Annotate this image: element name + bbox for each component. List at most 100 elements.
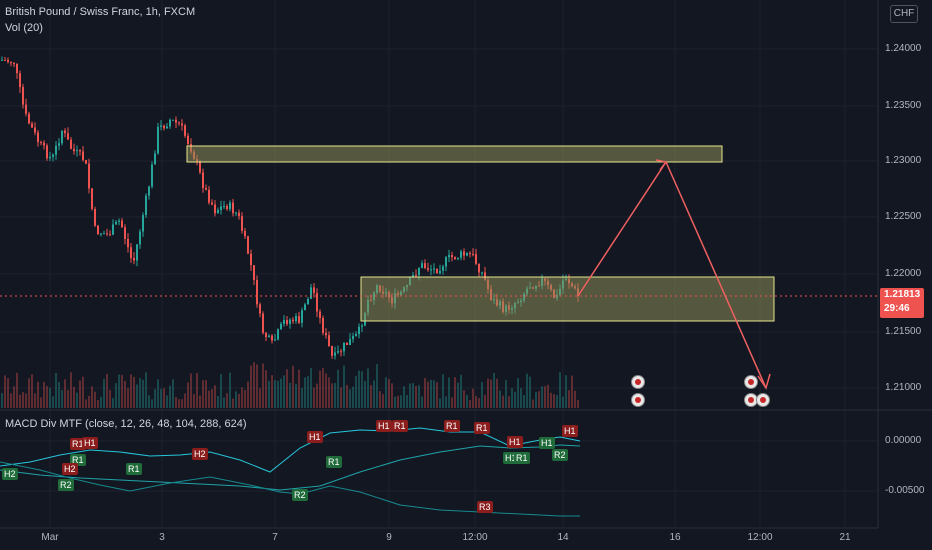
candle-body: [331, 346, 333, 356]
volume-bar: [337, 369, 339, 408]
volume-bar: [58, 382, 60, 408]
macd-legend[interactable]: MACD Div MTF (close, 12, 26, 48, 104, 28…: [5, 418, 247, 430]
volume-bar: [487, 378, 489, 408]
candle-body: [466, 252, 468, 256]
volume-bar: [406, 395, 408, 408]
volume-bar: [49, 387, 51, 408]
volume-bar: [361, 371, 363, 408]
macd-label: R1: [514, 452, 530, 464]
volume-bar: [346, 384, 348, 408]
volume-bar: [574, 390, 576, 408]
candle-body: [217, 209, 219, 214]
economic-event-icon[interactable]: [631, 393, 645, 407]
candle-body: [427, 268, 429, 270]
volume-bar: [397, 395, 399, 408]
volume-bar: [16, 372, 18, 408]
candle-body: [286, 320, 288, 324]
volume-bar: [295, 383, 297, 408]
volume-bar: [232, 398, 234, 408]
macd-label: R2: [292, 489, 308, 501]
volume-bar: [115, 383, 117, 408]
projection-arrow[interactable]: [577, 159, 771, 390]
economic-event-icon[interactable]: [631, 375, 645, 389]
volume-bar: [265, 370, 267, 408]
volume-bar: [316, 383, 318, 408]
candle-body: [229, 202, 231, 210]
candle-body: [31, 123, 33, 128]
candle-body: [439, 270, 441, 274]
candle-body: [115, 221, 117, 225]
volume-bar: [28, 378, 30, 408]
volume-bar: [553, 394, 555, 408]
volume-bar: [193, 394, 195, 408]
candle-body: [151, 164, 153, 187]
candle-body: [361, 325, 363, 327]
candle-body: [445, 257, 447, 267]
time-tick: 14: [557, 532, 569, 543]
volume-bar: [40, 397, 42, 408]
economic-event-icon[interactable]: [744, 375, 758, 389]
time-tick: 7: [272, 532, 278, 543]
volume-bar: [211, 389, 213, 408]
volume-bar: [154, 389, 156, 408]
macd-label: R1: [474, 422, 490, 434]
candle-body: [100, 233, 102, 235]
volume-bar: [460, 374, 462, 408]
candle-body: [37, 132, 39, 143]
bar-countdown: 29:46: [884, 303, 910, 314]
economic-event-icon[interactable]: [756, 393, 770, 407]
volume-bar: [313, 387, 315, 408]
macd-label: H1: [507, 436, 523, 448]
support-zone[interactable]: [360, 276, 775, 322]
volume-bar: [1, 393, 3, 408]
candle-body: [316, 293, 318, 312]
time-tick: 16: [669, 532, 681, 543]
price-tick: 1.23000: [885, 155, 922, 166]
candle-body: [304, 304, 306, 311]
candle-body: [283, 320, 285, 324]
volume-bar: [547, 384, 549, 408]
macd-label: H1: [376, 420, 392, 432]
volume-bar: [373, 380, 375, 408]
candle-body: [1, 59, 3, 61]
volume-bar: [148, 395, 150, 408]
candle-body: [139, 231, 141, 245]
candle-body: [277, 329, 279, 340]
candle-body: [307, 298, 309, 305]
volume-bar: [106, 373, 108, 408]
volume-bar: [475, 395, 477, 408]
time-tick: 12:00: [747, 532, 773, 543]
volume-bar: [565, 375, 567, 408]
volume-bar: [517, 378, 519, 408]
macd-tick: -0.00500: [885, 485, 925, 496]
candle-body: [322, 318, 324, 333]
volume-legend[interactable]: Vol (20): [5, 22, 43, 34]
volume-bar: [343, 365, 345, 408]
volume-bar: [319, 370, 321, 408]
volume-bar: [514, 391, 516, 408]
symbol-legend[interactable]: British Pound / Swiss Franc, 1h, FXCM: [5, 6, 196, 18]
candle-body: [91, 188, 93, 209]
volume-bar: [577, 399, 579, 408]
volume-bar: [172, 379, 174, 408]
macd-line: [0, 427, 581, 473]
candle-body: [250, 253, 252, 266]
resistance-zone[interactable]: [186, 145, 723, 163]
volume-bar: [250, 365, 252, 408]
currency-badge[interactable]: CHF: [890, 5, 918, 23]
macd-label: H1: [307, 431, 323, 443]
volume-bar: [400, 395, 402, 408]
volume-bar: [334, 383, 336, 408]
volume-bar: [388, 378, 390, 408]
candle-body: [184, 125, 186, 136]
candle-body: [49, 156, 51, 159]
candle-body: [247, 236, 249, 254]
volume-bar: [52, 396, 54, 408]
volume-bar: [100, 396, 102, 408]
price-tick: 1.22000: [885, 268, 922, 279]
candle-body: [301, 310, 303, 323]
candle-body: [451, 254, 453, 258]
candle-body: [343, 342, 345, 352]
candle-body: [40, 142, 42, 144]
